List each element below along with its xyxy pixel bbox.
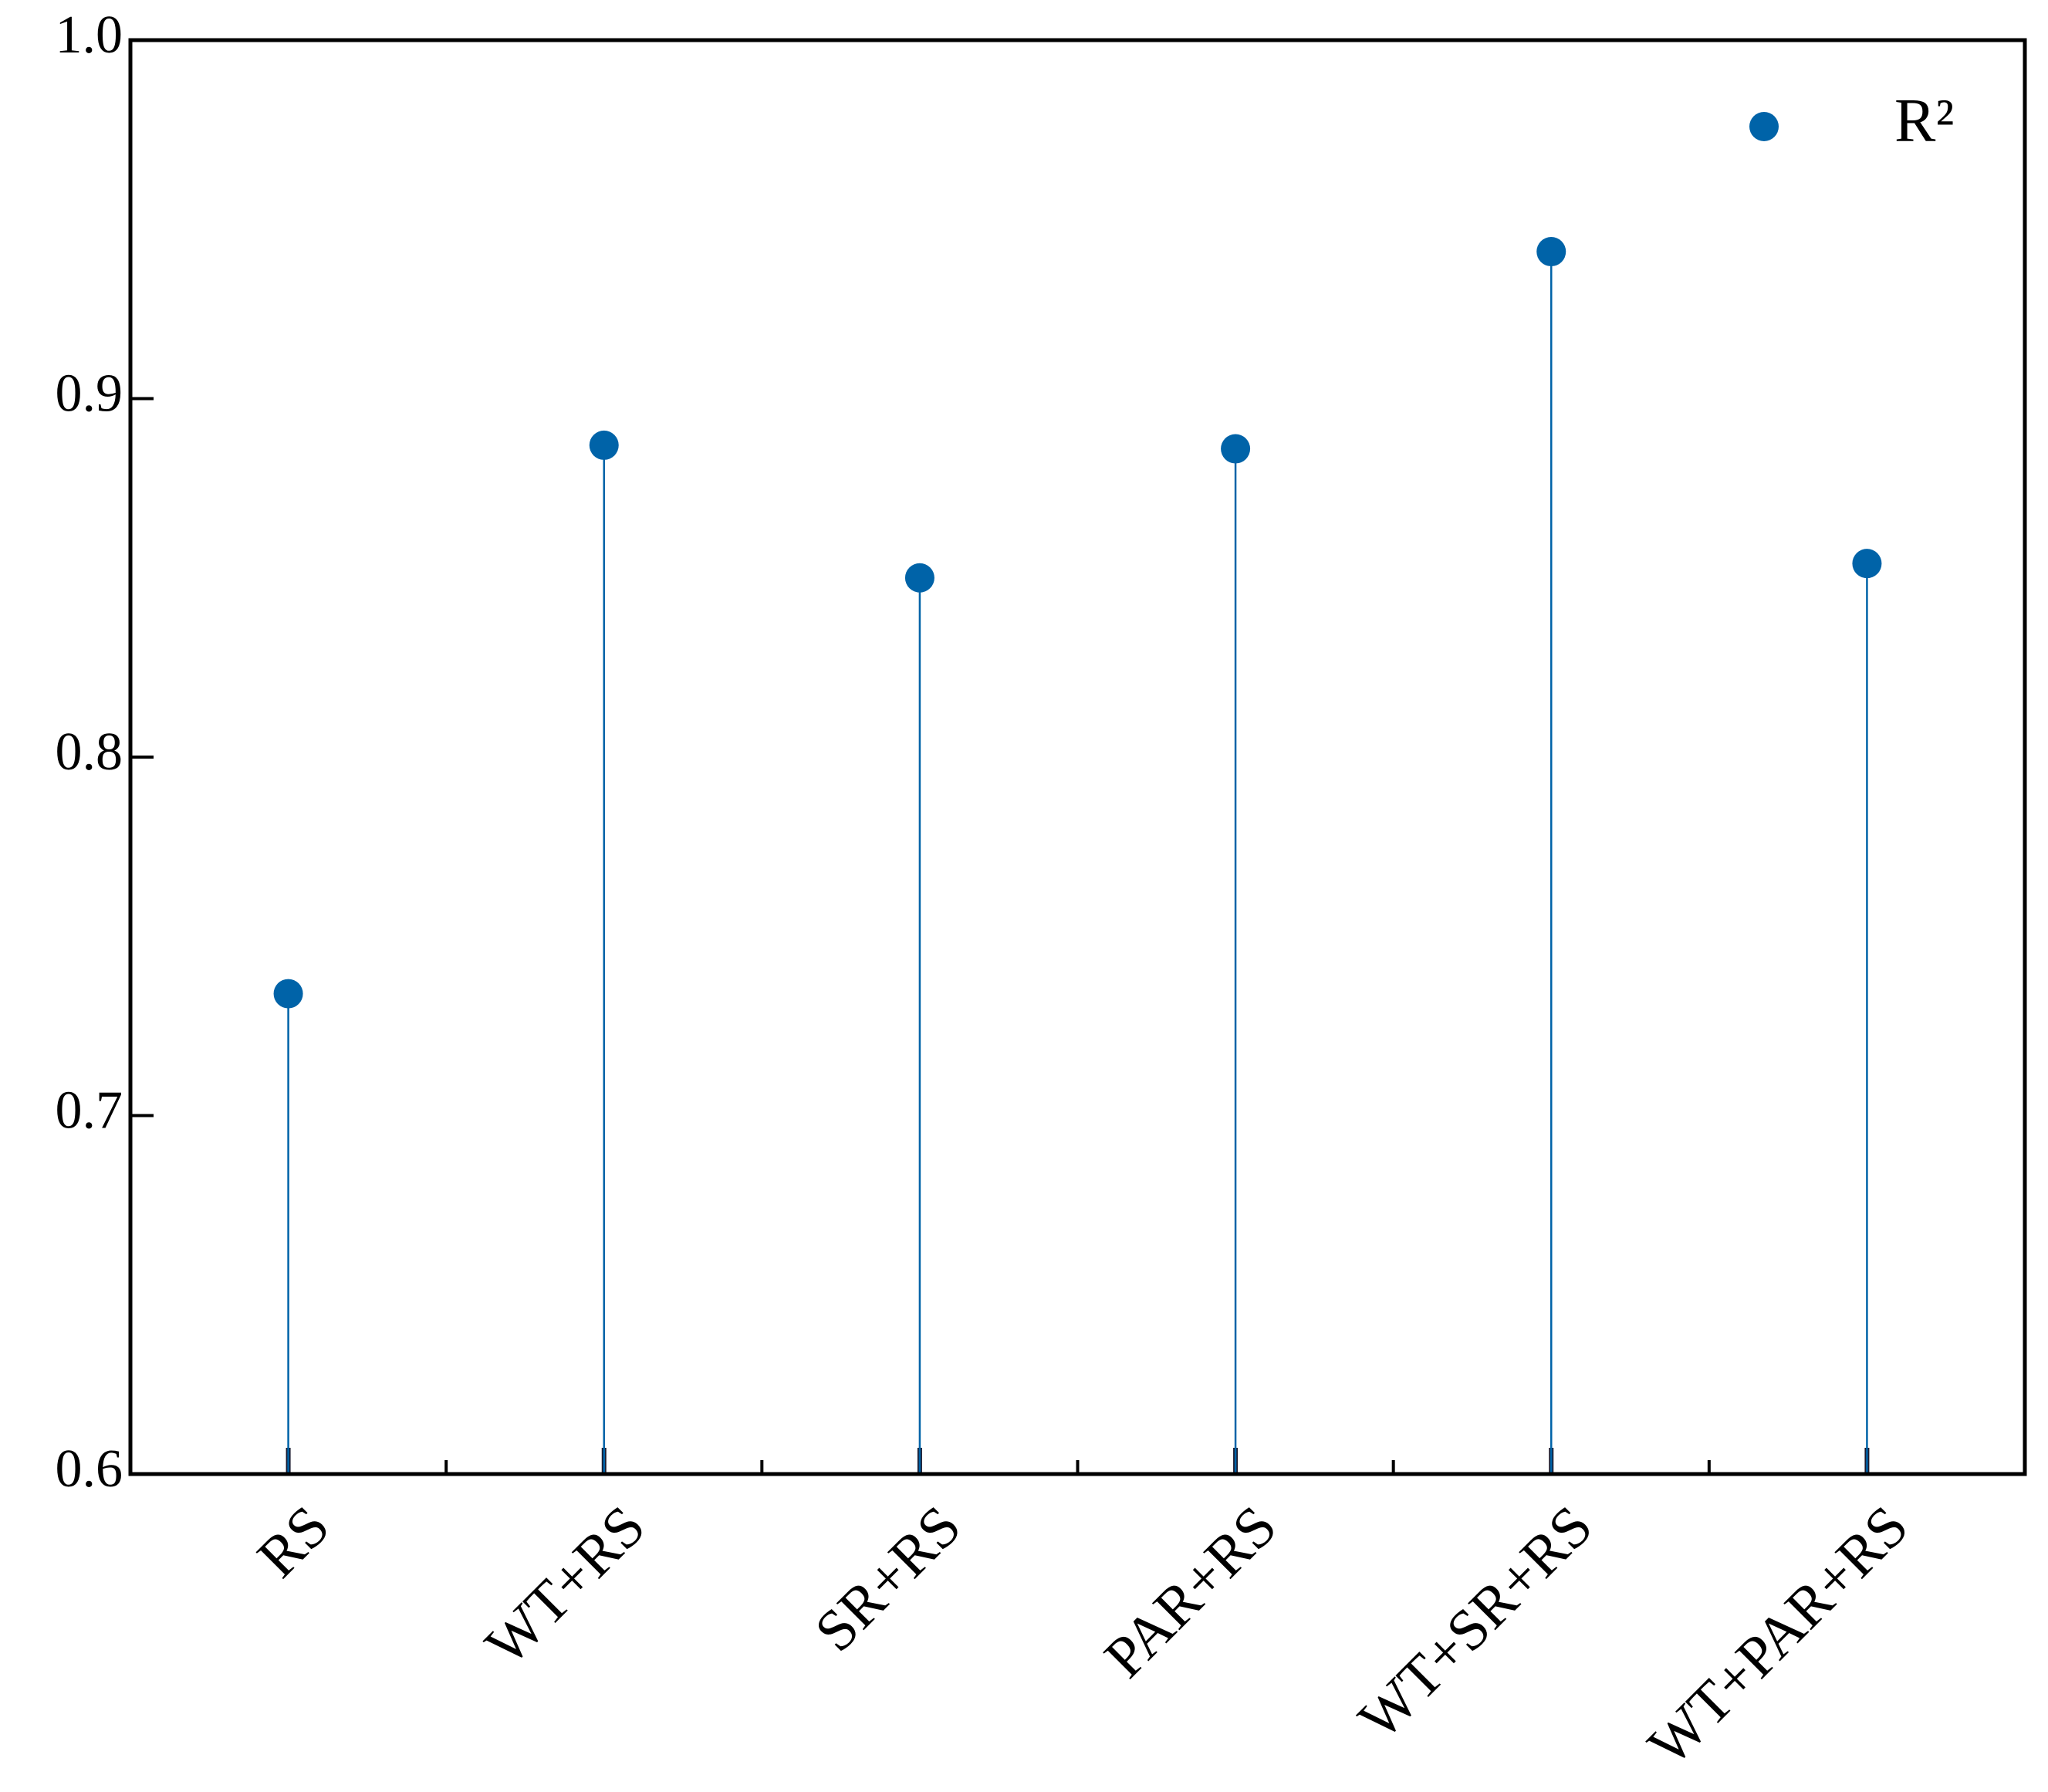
marker [589,430,619,460]
x-tick-label: WT+PAR+RS [1636,1493,1921,1778]
y-tick-label: 0.6 [56,1439,123,1499]
x-tick-label: WT+SR+RS [1347,1493,1605,1752]
y-tick-label: 0.8 [56,722,123,782]
marker [1536,237,1566,267]
marker [1221,434,1251,464]
marker [904,563,934,593]
y-tick-label: 1.0 [56,5,123,65]
x-tick-label: WT+RS [473,1493,657,1678]
marker [273,979,303,1009]
plot-frame [128,38,2027,1476]
x-tick-label: SR+RS [803,1493,973,1664]
x-tick-label: PAR+RS [1092,1493,1289,1690]
y-tick-label: 0.9 [56,364,123,424]
legend-marker [1749,112,1779,141]
y-tick-label: 0.7 [56,1081,123,1141]
marker [1852,549,1882,579]
legend-label: R² [1894,86,1954,154]
x-tick-label: RS [245,1493,342,1590]
